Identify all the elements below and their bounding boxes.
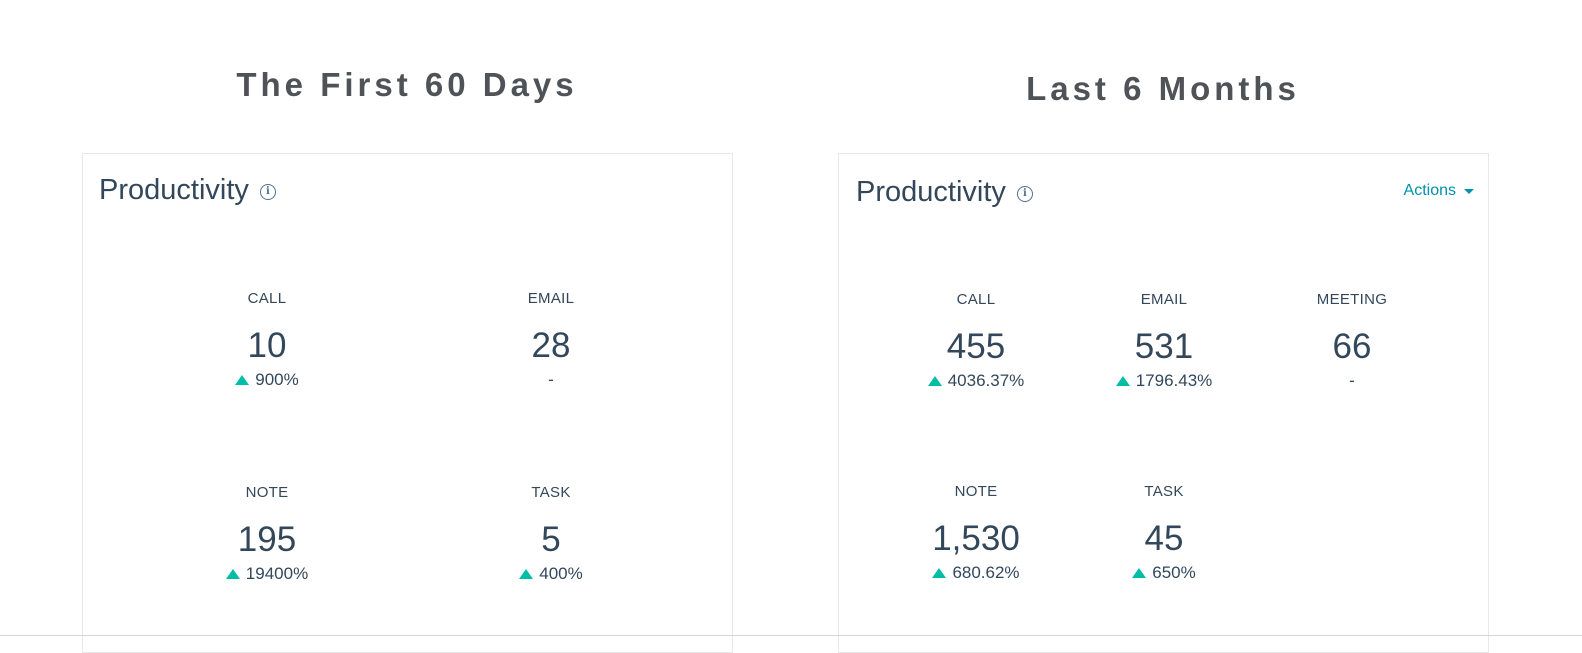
metric-value: 66	[1332, 327, 1372, 366]
metric-change-value: 4036.37%	[947, 371, 1025, 390]
info-icon[interactable]: i	[259, 184, 276, 200]
metric-label: MEETING	[1316, 291, 1388, 308]
up-arrow-icon	[225, 569, 240, 579]
metric-change: 19400%	[167, 563, 367, 585]
metric-meeting: MEETING 66 -	[1252, 291, 1452, 392]
metric-task: TASK 45 650%	[1064, 483, 1264, 584]
metric-value: 195	[237, 520, 297, 559]
metric-note: NOTE 1,530 680.62%	[876, 483, 1076, 584]
metric-change: -	[1252, 370, 1452, 392]
metric-call: CALL 455 4036.37%	[876, 291, 1076, 392]
metric-change-value: 900%	[255, 370, 299, 389]
actions-dropdown[interactable]: Actions	[1404, 182, 1474, 200]
metric-value: 1,530	[932, 519, 1020, 558]
metric-value: 5	[541, 520, 561, 559]
metric-change: 650%	[1064, 562, 1264, 584]
metric-value: 45	[1144, 519, 1184, 558]
info-icon[interactable]: i	[1016, 186, 1033, 202]
metric-value: 531	[1134, 327, 1194, 366]
metric-change-value: 1796.43%	[1135, 371, 1213, 390]
metric-change-value: -	[548, 370, 554, 389]
metric-change: 400%	[451, 563, 651, 585]
metric-email: EMAIL 28 -	[451, 290, 651, 391]
metric-label: EMAIL	[1140, 291, 1188, 308]
metric-value: 455	[946, 327, 1006, 366]
metric-change-value: 400%	[539, 564, 583, 583]
metric-label: TASK	[1144, 483, 1184, 500]
metric-label: NOTE	[245, 484, 289, 501]
metric-change-value: 680.62%	[952, 563, 1020, 582]
productivity-card-last-6-months: Productivity i Actions CALL 455 4036.37%…	[838, 153, 1489, 653]
metric-change-value: -	[1349, 371, 1355, 390]
metric-change: 1796.43%	[1064, 370, 1264, 392]
card-title: Productivity	[99, 174, 249, 206]
card-header: Productivity i	[99, 174, 276, 207]
metric-change: 900%	[167, 369, 367, 391]
metric-value: 10	[247, 326, 287, 365]
metric-label: CALL	[247, 290, 287, 307]
metric-change: 680.62%	[876, 562, 1076, 584]
metric-label: EMAIL	[527, 290, 575, 307]
up-arrow-icon	[1132, 568, 1147, 578]
productivity-card-first-60-days: Productivity i CALL 10 900% EMAIL 28 - N…	[82, 153, 733, 653]
metric-note: NOTE 195 19400%	[167, 484, 367, 585]
actions-label: Actions	[1403, 182, 1456, 199]
metric-change: -	[451, 369, 651, 391]
metric-label: TASK	[531, 484, 571, 501]
metric-change: 4036.37%	[876, 370, 1076, 392]
metric-value: 28	[531, 326, 571, 365]
metric-change-value: 19400%	[245, 564, 309, 583]
card-title: Productivity	[856, 176, 1006, 208]
metric-label: NOTE	[954, 483, 998, 500]
metric-label: CALL	[956, 291, 996, 308]
up-arrow-icon	[927, 376, 942, 386]
card-header: Productivity i	[856, 176, 1033, 209]
up-arrow-icon	[1115, 376, 1130, 386]
metric-task: TASK 5 400%	[451, 484, 651, 585]
metric-call: CALL 10 900%	[167, 290, 367, 391]
metric-email: EMAIL 531 1796.43%	[1064, 291, 1264, 392]
chevron-down-icon	[1464, 188, 1474, 194]
up-arrow-icon	[235, 375, 250, 385]
divider	[0, 635, 1582, 636]
up-arrow-icon	[519, 569, 534, 579]
section-title-last-6-months: Last 6 Months	[1026, 70, 1300, 107]
section-title-first-60-days: The First 60 Days	[236, 66, 578, 103]
metric-change-value: 650%	[1152, 563, 1196, 582]
up-arrow-icon	[932, 568, 947, 578]
